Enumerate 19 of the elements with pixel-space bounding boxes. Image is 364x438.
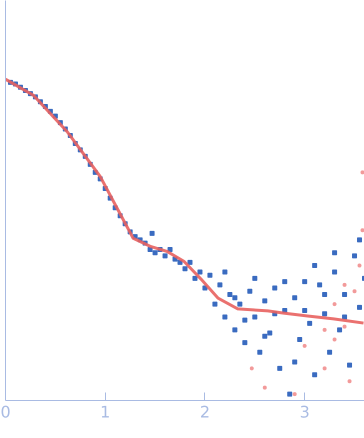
point [332,337,337,342]
point [322,366,327,370]
x-tick-label: 1 [100,402,110,422]
point [250,366,254,370]
point [292,392,297,396]
point [342,324,347,329]
x-tick-label: 3 [300,402,310,422]
point [342,282,347,287]
x-tick-label: 0 [0,402,11,422]
point [352,289,357,294]
point [332,302,337,306]
point [348,379,352,384]
point [302,344,307,348]
point [360,170,364,174]
point [262,386,267,390]
x-tick-label: 2 [200,402,210,422]
point [322,328,327,332]
point [358,264,362,268]
point [360,228,364,232]
